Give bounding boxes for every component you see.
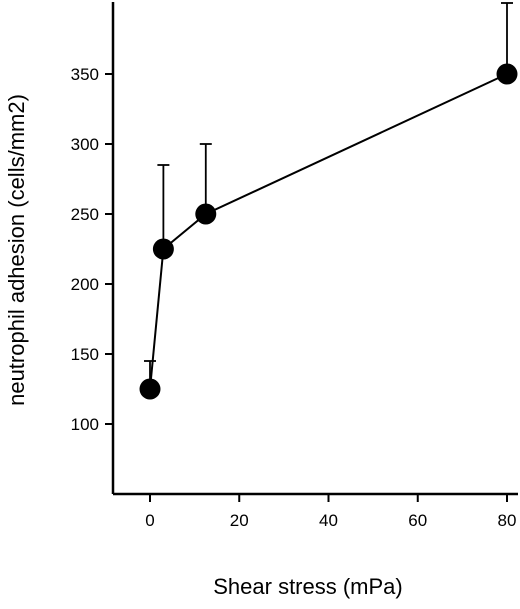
data-point xyxy=(139,378,161,400)
axes: 100 150 200 250 300 350 0 20 40 60 80 xyxy=(71,2,518,530)
y-tick-label: 150 xyxy=(71,345,99,364)
y-axis-title: neutrophil adhesion (cells/mm2) xyxy=(4,94,29,406)
x-tick-label: 0 xyxy=(145,511,154,530)
x-tick-label: 60 xyxy=(408,511,427,530)
data-point xyxy=(496,63,518,85)
y-tick-label: 100 xyxy=(71,415,99,434)
x-tick-label: 80 xyxy=(498,511,517,530)
x-tick-label: 20 xyxy=(230,511,249,530)
y-tick-label: 250 xyxy=(71,205,99,224)
y-tick-label: 350 xyxy=(71,65,99,84)
y-tick-label: 200 xyxy=(71,275,99,294)
data-marks xyxy=(139,2,518,400)
y-tick-label: 300 xyxy=(71,135,99,154)
data-point xyxy=(152,238,174,260)
data-point xyxy=(195,203,217,225)
x-axis-title: Shear stress (mPa) xyxy=(213,574,403,599)
series-line xyxy=(149,73,508,390)
x-tick-label: 40 xyxy=(319,511,338,530)
